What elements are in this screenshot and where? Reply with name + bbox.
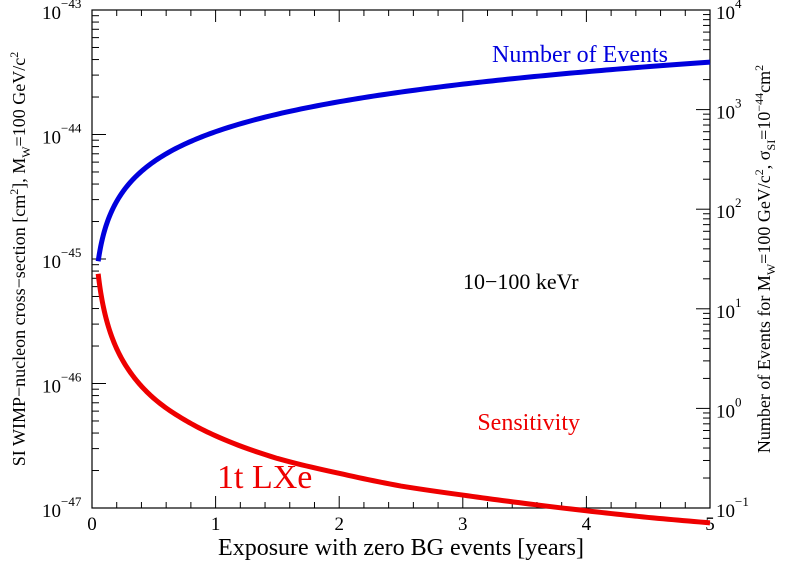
x-tick-label: 1 xyxy=(211,514,221,535)
right-tick-label: 102 xyxy=(716,195,742,223)
left-tick-label: 10−43 xyxy=(42,0,81,24)
right-tick-label: 101 xyxy=(716,295,742,323)
left-tick-label: 10−44 xyxy=(42,121,82,149)
series-line-sensitivity xyxy=(95,273,711,526)
x-tick-label: 4 xyxy=(582,514,592,535)
series-layer xyxy=(95,59,711,526)
right-tick-label: 104 xyxy=(716,0,742,24)
left-tick-label: 10−45 xyxy=(42,245,81,273)
left-tick-label: 10−46 xyxy=(42,370,82,398)
left-tick-label: 10−47 xyxy=(42,494,82,522)
target-annotation: 1t LXe xyxy=(217,459,312,496)
series-line-number-of-events xyxy=(95,59,711,262)
legend-sensitivity: Sensitivity xyxy=(477,410,580,436)
right-axis-ticks: 104 103 102 101 100 10−1 xyxy=(696,0,749,522)
left-axis-label: SI WIMP−nucleon cross−section [cm2], MW=… xyxy=(7,52,33,466)
x-axis-ticks: 0 1 2 3 4 5 xyxy=(87,10,715,535)
plot-frame xyxy=(91,9,711,509)
x-tick-label: 5 xyxy=(705,514,715,535)
right-tick-label: 100 xyxy=(716,394,742,422)
x-tick-label: 2 xyxy=(334,514,344,535)
x-axis-label: Exposure with zero BG events [years] xyxy=(218,535,584,561)
legend-number-of-events: Number of Events xyxy=(492,42,668,68)
right-tick-label: 103 xyxy=(716,96,742,124)
x-tick-label: 0 xyxy=(87,514,97,535)
right-axis-label: Number of Events for MW=100 GeV/c2, σSI=… xyxy=(752,65,778,453)
energy-range-annotation: 10−100 keVr xyxy=(463,269,579,294)
right-tick-label: 10−1 xyxy=(716,494,749,522)
left-axis-ticks: 10−43 10−44 10−45 10−46 10−47 xyxy=(42,0,106,522)
x-tick-label: 3 xyxy=(458,514,468,535)
